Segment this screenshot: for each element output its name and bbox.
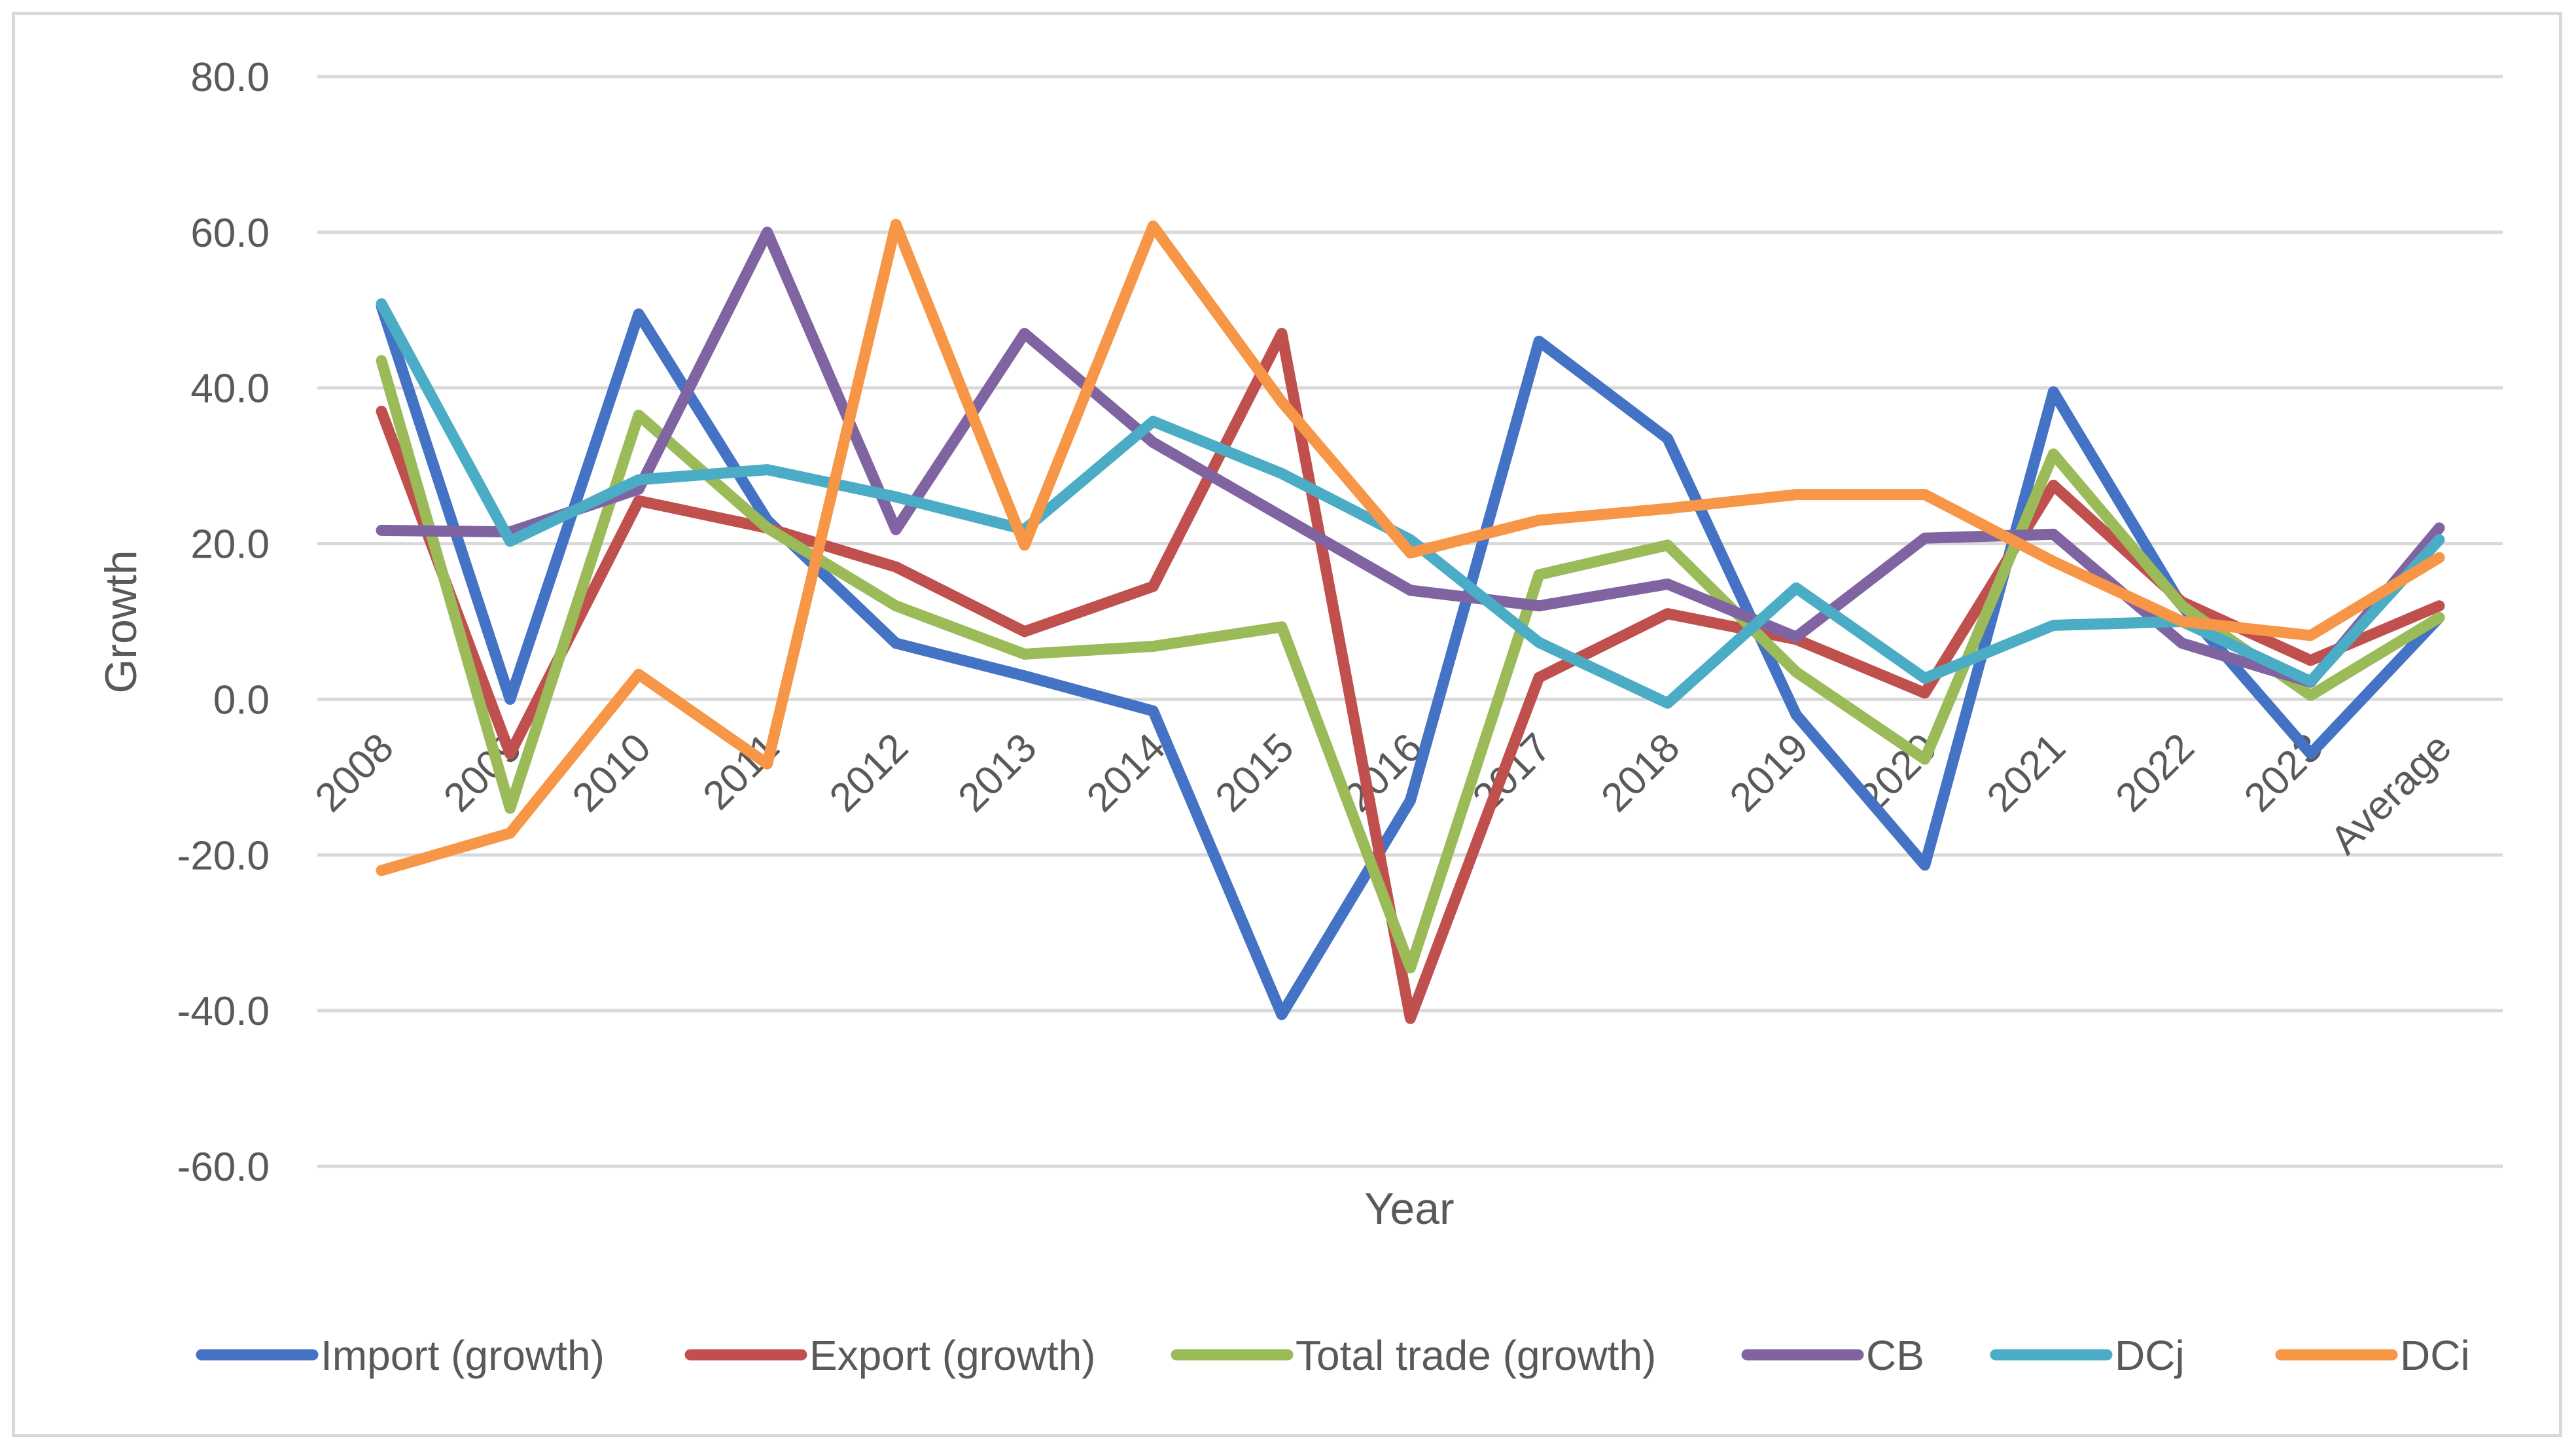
legend-label: DCj (2115, 1332, 2185, 1379)
y-axis-title: Growth (96, 550, 146, 693)
legend-label: Export (growth) (809, 1332, 1095, 1379)
series-line-dci (376, 219, 2445, 876)
y-tick-label: -40.0 (177, 989, 270, 1034)
x-tick-label: 2021 (1979, 725, 2074, 821)
y-tick-label: 60.0 (190, 211, 270, 256)
legend-label: CB (1866, 1332, 1924, 1379)
series-line-export-growth (376, 327, 2445, 1024)
x-tick-label: Average (2322, 725, 2460, 863)
chart-frame (12, 12, 2562, 1437)
series-line-import-growth (376, 300, 2445, 1020)
series-line-dcj (376, 298, 2445, 709)
x-tick-label: 2010 (564, 725, 660, 821)
y-tick-label: 40.0 (190, 367, 270, 412)
x-tick-label: 2019 (1721, 725, 1817, 821)
x-axis-title: Year (1364, 1184, 1454, 1234)
legend-label: Total trade (growth) (1296, 1332, 1656, 1379)
y-tick-label: -60.0 (177, 1145, 270, 1190)
y-tick-label: -20.0 (177, 833, 270, 878)
series-line-cb (376, 226, 2445, 688)
legend-label: DCi (2400, 1332, 2470, 1379)
y-tick-label: 80.0 (190, 55, 270, 100)
x-tick-label: 2022 (2107, 725, 2202, 821)
legend: Import (growth) Export (growth) Total trad… (196, 1332, 2470, 1379)
x-tick-label: 2012 (821, 725, 917, 821)
series-line-total-trade-growth (376, 355, 2445, 974)
x-tick-label: 2008 (307, 725, 402, 821)
y-tick-label: 0.0 (213, 677, 270, 723)
y-tick-label: 20.0 (190, 522, 270, 567)
x-tick-label: 2018 (1593, 725, 1688, 821)
x-tick-label: 2015 (1207, 725, 1303, 821)
x-tick-label: 2013 (949, 725, 1045, 821)
y-axis-ticks: -60.0 -40.0 -20.0 0.0 20.0 40.0 60.0 80.0 (177, 55, 270, 1190)
series-lines (376, 219, 2445, 1024)
legend-label: Import (growth) (321, 1332, 605, 1379)
